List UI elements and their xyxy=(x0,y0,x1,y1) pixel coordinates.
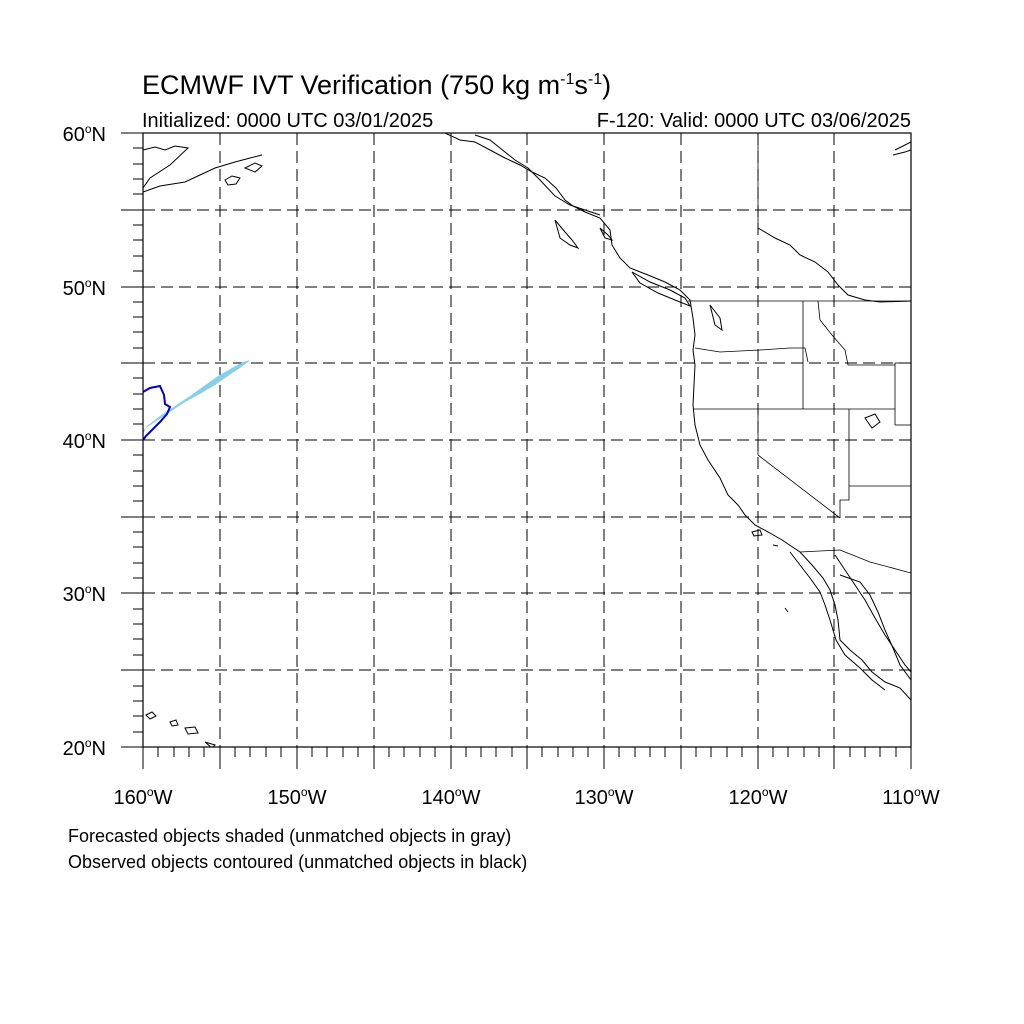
initialized-time: Initialized: 0000 UTC 03/01/2025 xyxy=(142,110,434,132)
lat-label-30n: 30oN xyxy=(62,582,106,606)
forecast-object xyxy=(143,360,250,434)
grid-lines xyxy=(143,133,911,747)
lat-label-20n: 20oN xyxy=(62,736,106,760)
lat-ticks xyxy=(121,132,143,748)
lon-label-160w: 160oW xyxy=(113,785,173,809)
lon-label-140w: 140oW xyxy=(421,785,481,809)
lon-label-130w: 130oW xyxy=(574,785,634,809)
observed-object-contour xyxy=(143,384,172,441)
lat-label-40n: 40oN xyxy=(62,429,106,453)
lat-label-50n: 50oN xyxy=(62,276,106,300)
lon-label-120w: 120oW xyxy=(728,785,788,809)
political-boundaries xyxy=(688,133,911,574)
map-frame xyxy=(142,132,912,748)
forecast-note: Forecasted objects shaded (unmatched obj… xyxy=(68,826,512,846)
lat-label-60n: 60oN xyxy=(62,122,106,146)
coastline xyxy=(143,133,911,747)
lon-label-110w: 110oW xyxy=(882,785,940,809)
observed-note: Observed objects contoured (unmatched ob… xyxy=(68,852,528,872)
valid-time: F-120: Valid: 0000 UTC 03/06/2025 xyxy=(596,110,911,132)
lon-ticks xyxy=(142,747,912,769)
lon-label-150w: 150oW xyxy=(267,785,327,809)
map-title: ECMWF IVT Verification (750 kg m-1s-1) xyxy=(142,70,612,100)
